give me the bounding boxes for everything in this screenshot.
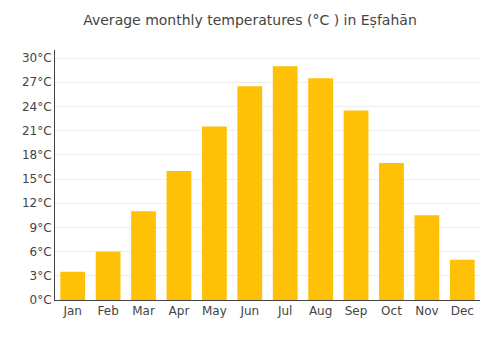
svg-text:27°C: 27°C (22, 75, 52, 89)
svg-text:18°C: 18°C (22, 148, 52, 162)
svg-text:Mar: Mar (132, 304, 155, 318)
svg-text:12°C: 12°C (22, 196, 52, 210)
svg-text:Feb: Feb (98, 304, 119, 318)
svg-text:21°C: 21°C (22, 124, 52, 138)
svg-text:0°C: 0°C (30, 293, 52, 307)
svg-text:Dec: Dec (451, 304, 474, 318)
svg-text:6°C: 6°C (30, 245, 52, 259)
svg-text:Aug: Aug (309, 304, 332, 318)
svg-text:Oct: Oct (381, 304, 402, 318)
svg-text:24°C: 24°C (22, 100, 52, 114)
svg-text:Nov: Nov (415, 304, 438, 318)
svg-text:15°C: 15°C (22, 172, 52, 186)
svg-text:Jan: Jan (62, 304, 82, 318)
svg-text:3°C: 3°C (30, 269, 52, 283)
svg-text:Sep: Sep (345, 304, 368, 318)
svg-text:Average monthly temperatures (: Average monthly temperatures (°C ) in Eṣ… (83, 12, 417, 28)
svg-text:30°C: 30°C (22, 51, 52, 65)
svg-text:May: May (202, 304, 227, 318)
svg-text:Apr: Apr (169, 304, 190, 318)
svg-text:Jun: Jun (239, 304, 259, 318)
svg-text:Jul: Jul (277, 304, 292, 318)
svg-text:9°C: 9°C (30, 221, 52, 235)
